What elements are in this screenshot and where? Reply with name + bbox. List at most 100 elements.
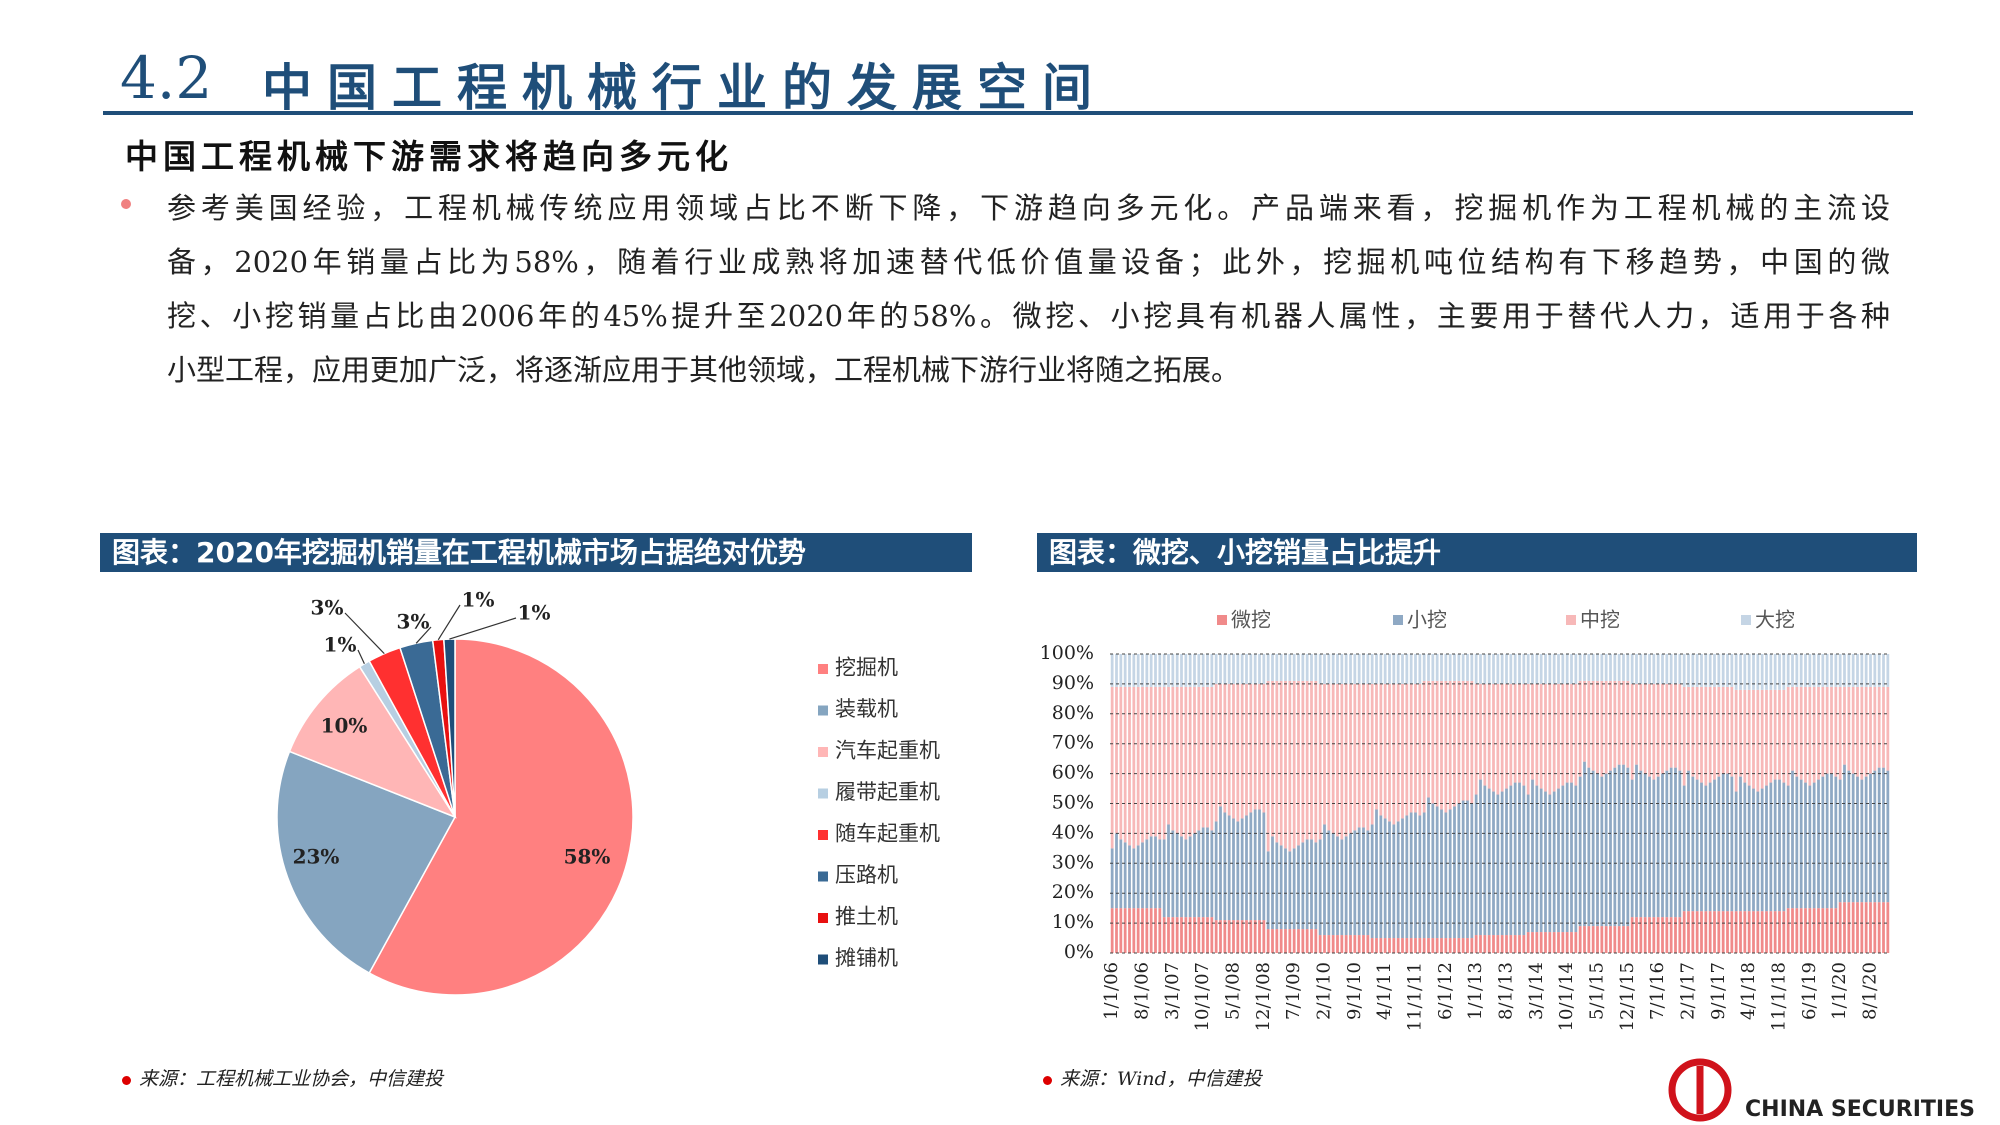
- bar-segment: [1184, 654, 1188, 687]
- bar-segment: [1422, 938, 1426, 953]
- bar-segment: [1522, 935, 1526, 953]
- bar-segment: [1817, 686, 1820, 780]
- x-tick-label: 11/1/18: [1769, 962, 1790, 1031]
- bar-segment: [1561, 785, 1565, 933]
- bar-segment: [1817, 779, 1820, 909]
- bar-segment: [1687, 654, 1690, 687]
- bar-segment: [1821, 686, 1825, 777]
- legend-label: 履带起重机: [835, 780, 940, 804]
- bar-segment: [1630, 917, 1634, 953]
- bar-segment: [1370, 824, 1374, 939]
- bar-segment: [1323, 935, 1326, 953]
- bar-segment: [1258, 654, 1261, 684]
- bar-segment: [1132, 908, 1136, 953]
- bar-segment: [1444, 938, 1448, 953]
- bar-segment: [1232, 920, 1235, 953]
- chart-title: 图表：2020年挖掘机销量在工程机械市场占据绝对优势: [100, 533, 972, 572]
- bar-segment: [1271, 654, 1274, 681]
- bar-segment: [1869, 773, 1872, 903]
- legend-swatch: [1393, 615, 1403, 625]
- bar-segment: [1626, 654, 1630, 681]
- y-tick-label: 80%: [1052, 702, 1094, 724]
- bar-segment: [1219, 920, 1222, 953]
- bar-segment: [1266, 680, 1270, 852]
- bar-segment: [1513, 654, 1517, 684]
- bar-segment: [1193, 917, 1196, 953]
- bar-segment: [1574, 932, 1578, 953]
- bar-segment: [1639, 770, 1643, 918]
- bar-segment: [1752, 788, 1755, 912]
- bar-segment: [1132, 848, 1136, 909]
- bar-segment: [1721, 911, 1725, 953]
- bar-segment: [1539, 654, 1543, 684]
- bar-segment: [1886, 902, 1890, 953]
- bar-segment: [1158, 839, 1162, 909]
- bar-segment: [1188, 917, 1192, 953]
- bar-segment: [1496, 794, 1500, 936]
- data-label: 23%: [293, 845, 340, 869]
- bar-segment: [1578, 926, 1582, 953]
- bar-segment: [1786, 908, 1790, 953]
- bar-segment: [1505, 683, 1508, 789]
- bar-segment: [1869, 902, 1872, 953]
- bar-segment: [1223, 812, 1227, 921]
- bar-segment: [1344, 836, 1348, 936]
- bar-segment: [1266, 654, 1270, 681]
- bar-segment: [1110, 654, 1114, 687]
- legend-swatch: [818, 705, 828, 716]
- bar-segment: [1578, 680, 1582, 777]
- bar-segment: [1734, 689, 1738, 792]
- bar-segment: [1154, 686, 1157, 837]
- legend-swatch: [818, 954, 828, 965]
- bar-segment: [1539, 788, 1543, 933]
- bar-segment: [1175, 654, 1179, 687]
- bar-segment: [1669, 654, 1673, 684]
- bar-segment: [1232, 654, 1235, 684]
- bar-segment: [1201, 917, 1205, 953]
- bar-segment: [1643, 773, 1647, 918]
- bar-segment: [1613, 680, 1617, 768]
- bar-segment: [1149, 908, 1153, 953]
- bar-segment: [1635, 683, 1638, 765]
- bar-segment: [1336, 683, 1339, 837]
- bar-segment: [1201, 686, 1205, 828]
- bar-segment: [1362, 827, 1365, 936]
- bar-segment: [1574, 654, 1578, 684]
- bar-segment: [1591, 770, 1595, 927]
- bar-segment: [1661, 683, 1664, 774]
- bar-segment: [1795, 686, 1799, 777]
- x-tick-label: 7/1/16: [1647, 962, 1668, 1020]
- bar-segment: [1704, 911, 1708, 953]
- bar-segment: [1427, 680, 1430, 798]
- bar-segment: [1825, 773, 1829, 909]
- bar-segment: [1227, 683, 1231, 816]
- pie-slice: [443, 638, 456, 818]
- bar-segment: [1275, 680, 1279, 843]
- bar-segment: [1760, 689, 1764, 789]
- bar-segment: [1518, 782, 1521, 936]
- bar-segment: [1617, 926, 1621, 953]
- bar-segment: [1639, 654, 1643, 684]
- x-tick-label: 2/1/17: [1678, 962, 1699, 1020]
- bar-segment: [1193, 654, 1196, 687]
- bar-segment: [1253, 654, 1257, 684]
- bar-segment: [1128, 845, 1131, 909]
- bar-segment: [1565, 654, 1569, 684]
- y-tick-label: 50%: [1052, 792, 1094, 814]
- bar-segment: [1145, 908, 1149, 953]
- bar-segment: [1323, 824, 1326, 936]
- bar-segment: [1583, 680, 1586, 762]
- bar-segment: [1756, 791, 1760, 912]
- bar-segment: [1453, 938, 1456, 953]
- bar-segment: [1193, 686, 1196, 834]
- bar-segment: [1470, 938, 1474, 953]
- bar-segment: [1609, 770, 1612, 927]
- data-label: 1%: [462, 588, 495, 612]
- x-tick-label: 3/1/14: [1526, 962, 1547, 1020]
- bar-segment: [1479, 935, 1482, 953]
- bar-segment: [1401, 683, 1404, 819]
- bar-segment: [1435, 938, 1439, 953]
- bar-segment: [1630, 779, 1634, 918]
- bar-segment: [1509, 654, 1513, 684]
- bar-segment: [1539, 932, 1543, 953]
